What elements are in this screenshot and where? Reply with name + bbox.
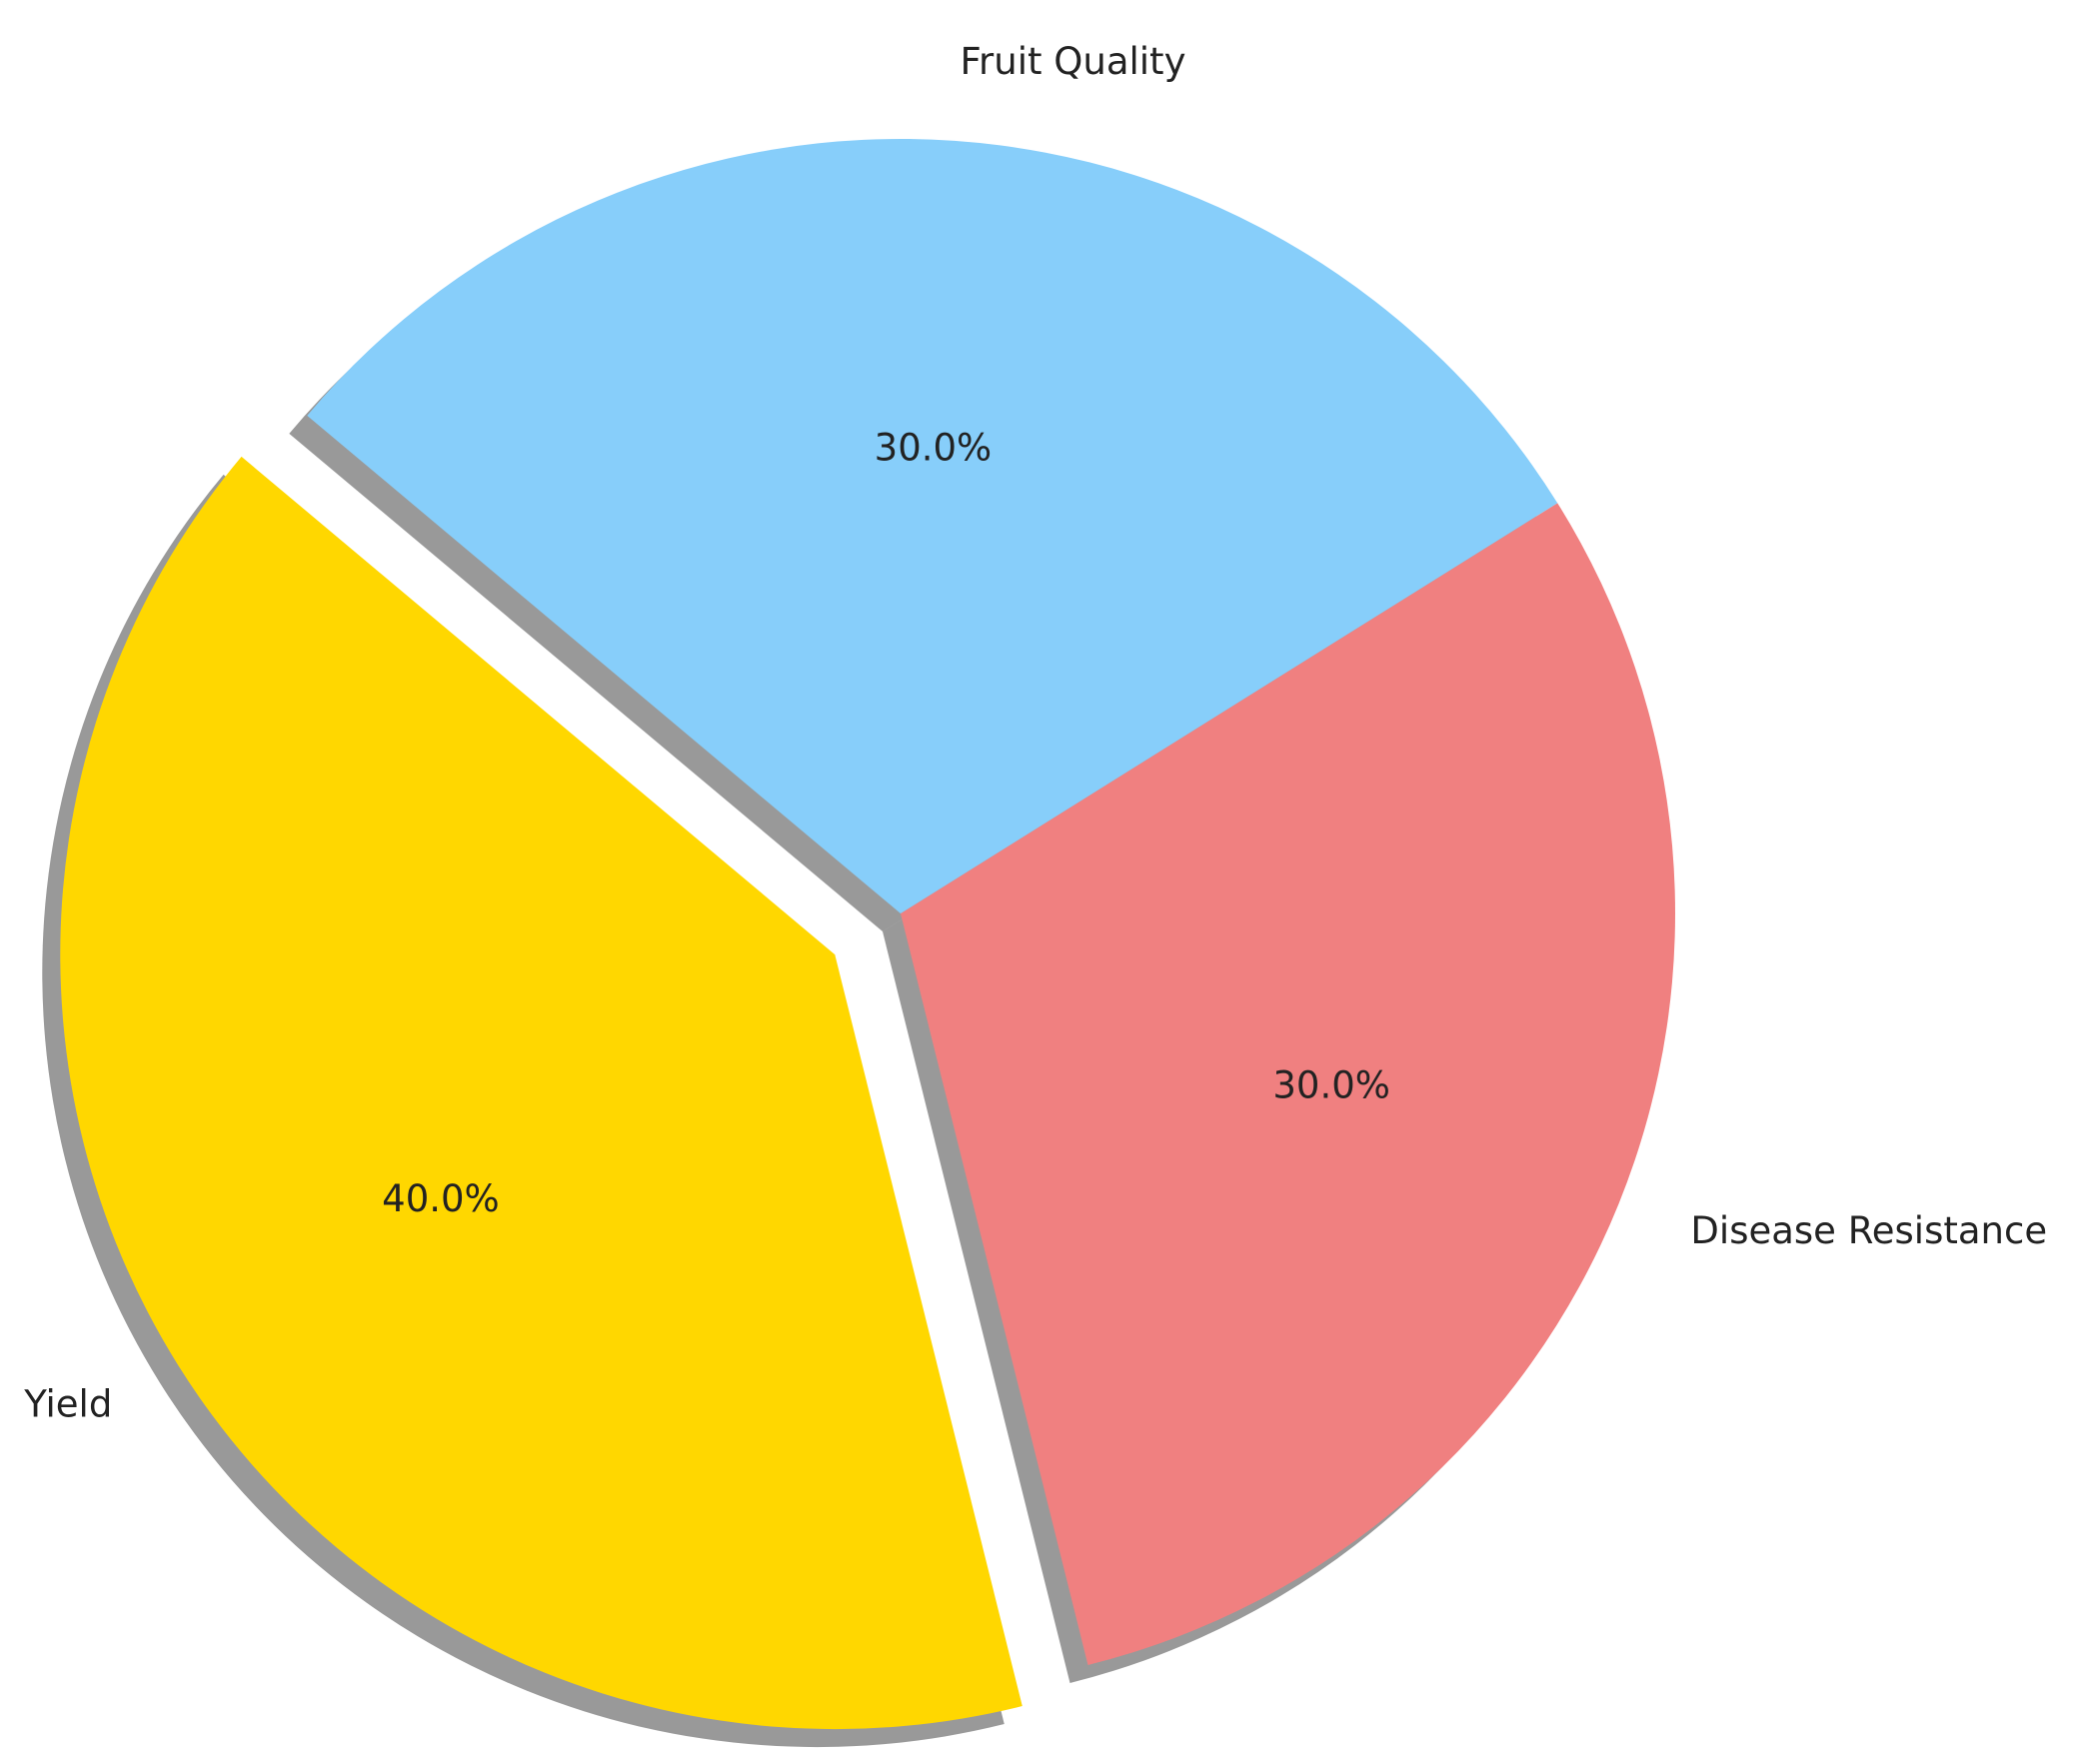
slice [901,503,1676,1665]
slice-label: Disease Resistance [1690,1209,2047,1252]
value-label: 30.0% [875,427,993,470]
slice-label: Fruit Quality [960,40,1185,83]
value-label: 30.0% [1272,1064,1390,1107]
slice-label: Yield [23,1382,112,1425]
slice [307,139,1558,914]
value-label: 40.0% [382,1177,500,1220]
slice [60,456,1023,1730]
